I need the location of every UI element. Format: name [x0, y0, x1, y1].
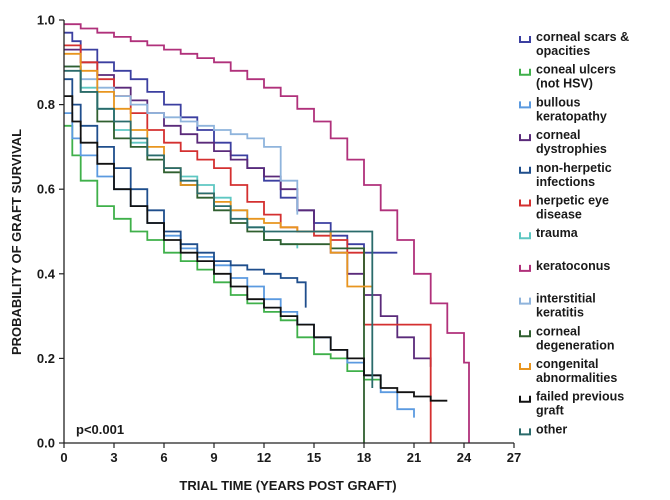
x-tick-label: 21	[407, 450, 421, 465]
series-line	[64, 48, 432, 367]
legend-label: other	[536, 422, 567, 436]
legend-label: trauma	[536, 226, 579, 240]
legend-label-line2: degeneration	[536, 338, 615, 352]
legend-swatch	[519, 68, 531, 76]
legend-label-line2: keratopathy	[536, 109, 607, 123]
legend-swatch	[519, 166, 531, 174]
legend-swatch	[519, 36, 531, 43]
x-tick-label: 15	[307, 450, 321, 465]
series-line	[64, 44, 432, 443]
series-line	[64, 124, 382, 388]
legend-label: coneal ulcers	[536, 63, 616, 77]
x-tick-label: 9	[210, 450, 217, 465]
x-tick-label: 0	[60, 450, 67, 465]
legend-label-line2: opacities	[536, 44, 590, 58]
legend-label-line2: keratitis	[536, 306, 584, 320]
legend-label-line2: dystrophies	[536, 142, 607, 156]
legend-label-line2: disease	[536, 208, 582, 222]
legend-label: bullous	[536, 95, 580, 109]
y-tick-label: 0.6	[37, 182, 55, 197]
series-line	[64, 95, 448, 402]
x-tick-label: 24	[457, 450, 472, 465]
legend-label-line2: (not HSV)	[536, 77, 593, 91]
x-tick-label: 6	[160, 450, 167, 465]
legend-swatch	[519, 101, 531, 109]
legend-label: corneal	[536, 128, 580, 142]
legend-swatch	[519, 199, 531, 207]
y-axis-title: PROBABILITY OF GRAFT SURVIVAL	[9, 129, 24, 355]
legend-label: failed previous	[536, 390, 624, 404]
legend-swatch	[519, 264, 531, 272]
series-line	[64, 65, 365, 443]
series-line	[64, 23, 470, 443]
series-line	[64, 31, 398, 254]
x-tick-label: 27	[507, 450, 521, 465]
y-tick-label: 0.0	[37, 436, 55, 451]
legend-swatch	[519, 363, 531, 370]
series-line	[64, 69, 374, 388]
legend-label: keratoconus	[536, 259, 610, 273]
x-axis-title: TRIAL TIME (YEARS POST GRAFT)	[179, 478, 396, 493]
legend-label-line2: infections	[536, 175, 595, 189]
legend-label: corneal scars &	[536, 30, 629, 44]
legend-label: corneal	[536, 324, 580, 338]
series-line	[64, 65, 299, 249]
y-tick-label: 1.0	[37, 13, 55, 28]
legend-swatch	[519, 297, 531, 305]
legend-swatch	[519, 428, 531, 436]
y-tick-label: 0.4	[37, 266, 56, 281]
legend-label-line2: abnormalities	[536, 371, 617, 385]
legend-swatch	[519, 330, 531, 338]
legend: corneal scars &opacities coneal ulcers(no…	[519, 30, 629, 436]
legend-label: interstitial	[536, 292, 596, 306]
y-tick-label: 0.8	[37, 97, 55, 112]
legend-label: congenital	[536, 357, 599, 371]
legend-swatch	[519, 134, 531, 142]
legend-label: herpetic eye	[536, 194, 609, 208]
series-line	[64, 65, 299, 215]
legend-label-line2: graft	[536, 404, 565, 418]
series-line	[64, 52, 373, 288]
legend-swatch	[519, 395, 531, 403]
series-layer	[64, 23, 470, 443]
x-tick-label: 12	[257, 450, 271, 465]
axes: 0 3 6 9 12 15 18 21 24 27 0.0 0.2 0.4 0.6 0.8 1.0	[37, 13, 521, 466]
series-line	[64, 78, 307, 308]
x-tick-label: 18	[357, 450, 371, 465]
p-value-annotation: p<0.001	[76, 422, 124, 437]
legend-swatch	[519, 232, 531, 240]
legend-label: non-herpetic	[536, 161, 612, 175]
y-tick-label: 0.2	[37, 351, 55, 366]
x-tick-label: 3	[110, 450, 117, 465]
